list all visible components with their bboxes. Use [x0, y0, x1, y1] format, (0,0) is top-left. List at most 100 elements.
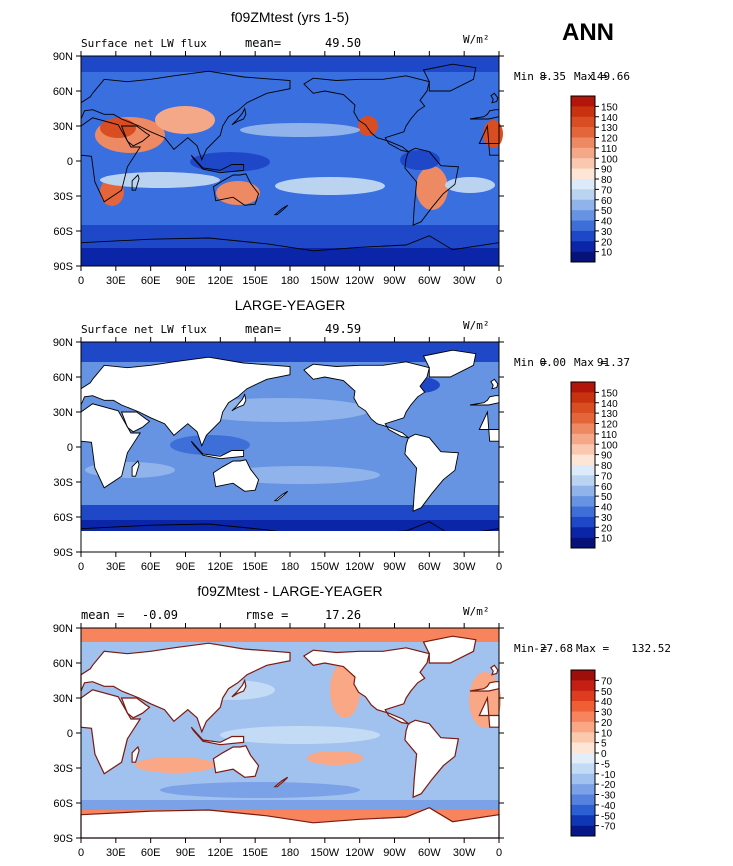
- colorbar-label: 120: [601, 420, 618, 431]
- colorbar-swatch: [571, 251, 595, 263]
- lat-tick-label: 60S: [53, 226, 73, 238]
- lon-tick-label: 120E: [207, 561, 233, 573]
- lon-tick-label: 150E: [242, 847, 268, 859]
- coast-madagascar: [131, 460, 140, 477]
- lon-tick-label: 30E: [106, 275, 126, 287]
- colorbar-swatch: [571, 485, 595, 497]
- colorbar-label: 40: [601, 697, 613, 708]
- colorbar-swatch: [571, 690, 595, 702]
- contour-patch: [330, 662, 360, 718]
- colorbar-label: -30: [601, 791, 616, 802]
- coastlines: [80, 635, 500, 839]
- contour-patch: [400, 150, 440, 170]
- rmse-value: 17.26: [325, 608, 361, 622]
- panel-obs: LARGE-YEAGER Surface net LW flux mean= 4…: [53, 297, 630, 573]
- lon-tick-label: 60E: [141, 275, 161, 287]
- lon-tick-label: 150W: [310, 561, 339, 573]
- min-label: Min =: [514, 70, 547, 83]
- colorbar-label: 110: [601, 430, 617, 441]
- mean-label: mean=: [245, 322, 281, 336]
- rmse-label: rmse =: [245, 608, 288, 622]
- lon-tick-label: 60W: [418, 561, 441, 573]
- colorbar-swatch: [571, 433, 595, 445]
- map-frame: [80, 627, 501, 839]
- longitude-axis: 0 30E 60E 90E 120E 150E 180 150W 120W 90W 60W 30W 0: [78, 623, 502, 859]
- mean-value: -0.09: [142, 608, 178, 622]
- colorbar-label: 20: [601, 237, 613, 248]
- coast-indonesia: [190, 154, 245, 174]
- coast-europeW: [469, 109, 500, 120]
- colorbar-swatch: [571, 721, 595, 733]
- units-label: W/m²: [463, 33, 490, 46]
- lat-tick-label: 0: [67, 442, 73, 454]
- variable-label: Surface net LW flux: [81, 37, 207, 50]
- lon-tick-label: 60W: [418, 847, 441, 859]
- latitude-axis: 90N 60N 30N 0 30S 60S 90S: [53, 623, 504, 845]
- panel-difference: f09ZMtest - LARGE-YEAGER mean = -0.09 rm…: [53, 583, 671, 859]
- lat-tick-label: 60N: [53, 658, 73, 670]
- colorbar-swatch: [571, 220, 595, 232]
- land-australia: [213, 745, 259, 778]
- lon-tick-label: 0: [496, 275, 502, 287]
- land-namerica: [303, 647, 430, 724]
- lon-tick-label: 120E: [207, 847, 233, 859]
- colorbar-label: 40: [601, 217, 613, 228]
- map-frame: [80, 55, 503, 267]
- lon-tick-label: 90E: [176, 561, 196, 573]
- land-samerica: [404, 434, 459, 512]
- colorbar-label: 80: [601, 175, 613, 186]
- coast-eurasia: [80, 70, 291, 162]
- min-label: Min =: [514, 356, 547, 369]
- land-samerica: [404, 720, 459, 798]
- land-japan: [231, 394, 246, 411]
- coast-africa: [80, 689, 142, 775]
- lon-tick-label: 150W: [310, 275, 339, 287]
- contour-patch: [445, 177, 495, 193]
- colorbar-label: 20: [601, 718, 613, 729]
- coast-samerica: [404, 147, 459, 226]
- coast-japan: [231, 393, 247, 412]
- lat-tick-label: 90S: [53, 833, 73, 845]
- contour-patch: [81, 56, 499, 72]
- mean-value: 49.50: [325, 36, 361, 50]
- colorbar-swatch: [571, 753, 595, 764]
- lat-tick-label: 90N: [53, 337, 73, 349]
- colorbar-label: 70: [601, 676, 613, 687]
- colorbar-label: 110: [601, 144, 617, 155]
- colorbar-swatch: [571, 454, 595, 466]
- units-label: W/m²: [463, 605, 490, 618]
- lat-tick-label: 30N: [53, 121, 73, 133]
- coast-madagascar: [131, 745, 140, 763]
- lat-tick-label: 90S: [53, 547, 73, 559]
- coast-uk: [490, 664, 499, 676]
- coast-arabia: [120, 125, 151, 147]
- contour-patch: [416, 166, 448, 210]
- contour-patch: [160, 782, 360, 798]
- colorbar-label: 40: [601, 503, 613, 514]
- variable-label: Surface net LW flux: [81, 323, 207, 336]
- lon-tick-label: 120E: [207, 275, 233, 287]
- colorbar-label: 10: [601, 534, 613, 545]
- colorbar-swatch: [571, 189, 595, 201]
- land-africa: [81, 403, 141, 488]
- colorbar-swatch: [571, 158, 595, 169]
- colorbar-swatch: [571, 392, 595, 404]
- latitude-axis: 90N 60N 30N 0 30S 60S 90S: [53, 337, 504, 559]
- contour-patch: [483, 120, 503, 148]
- colorbar-swatch: [571, 815, 595, 826]
- coast-japan: [231, 107, 247, 126]
- coast-africa: [478, 410, 500, 442]
- panel-title: LARGE-YEAGER: [235, 297, 345, 313]
- coast-madagascar: [131, 174, 140, 191]
- coast-australia: [212, 745, 260, 778]
- colorbar-label: 50: [601, 206, 613, 217]
- colorbar-swatch: [571, 496, 595, 507]
- lon-tick-label: 0: [78, 561, 84, 573]
- lon-tick-label: 0: [496, 561, 502, 573]
- min-label: Min =: [514, 642, 547, 655]
- lat-tick-label: 30N: [53, 693, 73, 705]
- colorbar-label: -70: [601, 822, 616, 833]
- panel-title: f09ZMtest - LARGE-YEAGER: [197, 583, 382, 599]
- max-label: Max =: [576, 642, 609, 655]
